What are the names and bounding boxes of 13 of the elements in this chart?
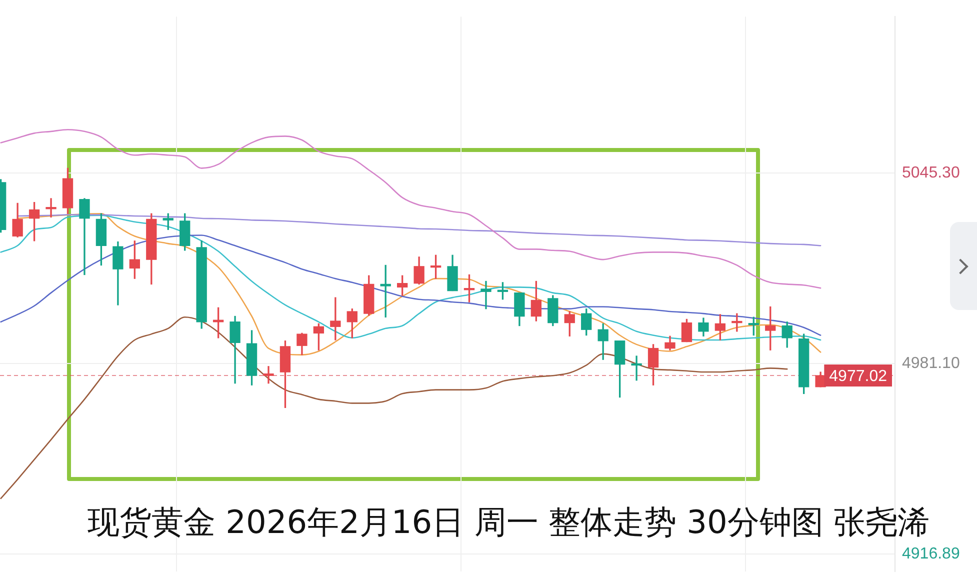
candlestick [631, 356, 642, 381]
candlestick [480, 280, 492, 310]
ref-line-label: 4977.02 [829, 368, 888, 385]
y-tick-label: 4916.89 [902, 545, 960, 562]
candlestick [263, 366, 274, 384]
y-tick-label: 4981.10 [902, 354, 960, 372]
line-series [0, 234, 822, 336]
text: 现货黄金 2026年2月16日 周一 整体走势 30分钟图 张尧浠 [86, 502, 931, 543]
line-series [0, 128, 822, 289]
candlestick [79, 198, 90, 276]
candlestick [46, 198, 56, 218]
y-tick-label: 5045.30 [902, 164, 960, 182]
line-series [0, 316, 788, 500]
